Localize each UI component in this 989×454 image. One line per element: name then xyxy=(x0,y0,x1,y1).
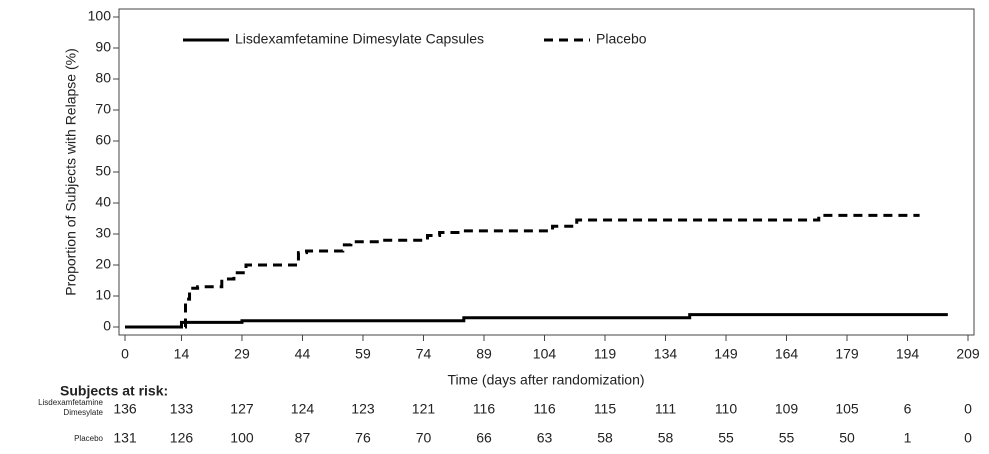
step-line xyxy=(125,313,948,329)
risk-value: 111 xyxy=(655,401,676,417)
y-tick-label: 0 xyxy=(103,318,111,334)
y-tick-label: 20 xyxy=(95,256,111,272)
y-tick-label: 100 xyxy=(88,8,112,24)
risk-value: 55 xyxy=(718,430,734,446)
risk-table-title: Subjects at risk: xyxy=(60,383,168,399)
risk-value: 123 xyxy=(351,401,375,417)
risk-value: 126 xyxy=(170,430,194,446)
y-tick-label: 10 xyxy=(95,287,111,303)
x-tick-label: 119 xyxy=(594,346,617,362)
x-tick-label: 104 xyxy=(533,346,557,362)
x-tick-label: 134 xyxy=(654,346,678,362)
risk-value: 131 xyxy=(113,430,137,446)
x-tick-label: 74 xyxy=(416,346,432,362)
y-tick-label: 60 xyxy=(95,132,111,148)
risk-value: 133 xyxy=(170,401,194,417)
x-tick-label: 44 xyxy=(295,346,311,362)
risk-row-label: Placebo xyxy=(74,434,103,443)
x-axis-label: Time (days after randomization) xyxy=(447,372,644,388)
y-tick-label: 90 xyxy=(95,39,111,55)
x-tick-label: 209 xyxy=(956,346,980,362)
risk-value: 124 xyxy=(291,401,315,417)
risk-value: 136 xyxy=(113,401,137,417)
risk-value: 1 xyxy=(904,430,912,446)
risk-value: 127 xyxy=(230,401,254,417)
risk-value: 105 xyxy=(835,401,859,417)
x-tick-label: 89 xyxy=(476,346,492,362)
risk-value: 55 xyxy=(779,430,795,446)
plot-frame xyxy=(118,8,975,336)
risk-value: 87 xyxy=(295,430,311,446)
x-tick-label: 179 xyxy=(835,346,859,362)
legend-label: Lisdexamfetamine Dimesylate Capsules xyxy=(235,31,484,47)
risk-value: 0 xyxy=(964,430,972,446)
legend-label: Placebo xyxy=(596,31,647,47)
risk-value: 70 xyxy=(416,430,432,446)
risk-value: 50 xyxy=(839,430,855,446)
risk-value: 58 xyxy=(658,430,674,446)
y-axis-label: Proportion of Subjects with Relapse (%) xyxy=(63,48,79,295)
risk-value: 100 xyxy=(230,430,254,446)
risk-value: 0 xyxy=(964,401,972,417)
x-tick-label: 29 xyxy=(234,346,250,362)
risk-value: 76 xyxy=(355,430,371,446)
x-tick-label: 59 xyxy=(355,346,371,362)
x-tick-label: 0 xyxy=(121,346,129,362)
x-tick-label: 194 xyxy=(896,346,920,362)
risk-value: 116 xyxy=(473,401,496,417)
risk-row-label: Dimesylate xyxy=(63,408,103,417)
y-tick-label: 80 xyxy=(95,70,111,86)
y-tick-label: 70 xyxy=(95,101,111,117)
y-tick-label: 30 xyxy=(95,225,111,241)
risk-value: 6 xyxy=(904,401,912,417)
risk-value: 58 xyxy=(597,430,613,446)
risk-row-label: Lisdexamfetamine xyxy=(38,398,103,407)
y-tick-label: 40 xyxy=(95,194,111,210)
step-line xyxy=(125,213,920,329)
risk-value: 116 xyxy=(533,401,556,417)
x-tick-label: 149 xyxy=(714,346,738,362)
risk-value: 115 xyxy=(594,401,617,417)
risk-value: 66 xyxy=(476,430,492,446)
y-tick-label: 50 xyxy=(95,163,111,179)
risk-value: 110 xyxy=(715,401,738,417)
x-tick-label: 14 xyxy=(174,346,190,362)
x-tick-label: 164 xyxy=(775,346,799,362)
risk-value: 121 xyxy=(412,401,436,417)
risk-value: 63 xyxy=(537,430,553,446)
risk-value: 109 xyxy=(775,401,799,417)
